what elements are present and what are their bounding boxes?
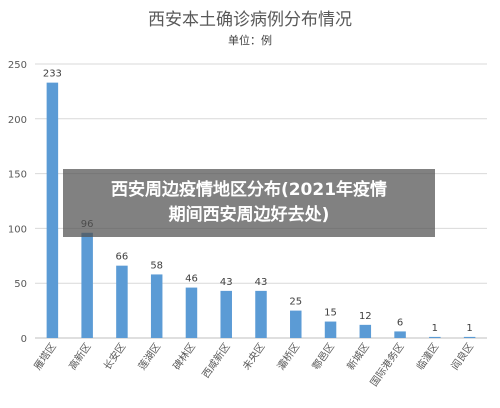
x-tick-label: 国际港务区 — [367, 340, 406, 388]
data-label: 66 — [116, 252, 129, 263]
bar — [150, 274, 163, 338]
chart-subtitle: 单位：例 — [228, 33, 272, 47]
y-tick-label: 50 — [14, 279, 27, 290]
x-tick-label: 长安区 — [101, 340, 129, 372]
data-label: 1 — [432, 323, 438, 334]
x-tick-label: 阎良区 — [448, 340, 476, 372]
watermark-banner: 西安周边疫情地区分布(2021年疫情 期间西安周边好去处) — [63, 169, 435, 237]
x-tick-label: 高新区 — [66, 340, 94, 372]
bar — [220, 290, 232, 338]
bar — [290, 310, 302, 338]
x-axis: 雁塔区 高新区 长安区 莲湖区 碑林区 西咸新区 未央区 灞桥区 鄠邑区 新城区国际港务区 临潼区阎… — [31, 340, 476, 388]
data-label: 1 — [466, 323, 472, 334]
x-tick-label: 新城区 — [344, 340, 372, 372]
data-label: 43 — [255, 277, 268, 288]
bar — [324, 321, 337, 338]
data-label: 233 — [43, 69, 62, 80]
y-tick-label: 0 — [21, 334, 27, 345]
bar — [46, 82, 59, 339]
data-label: 12 — [359, 311, 372, 322]
bar — [429, 336, 441, 338]
data-label: 43 — [220, 277, 233, 288]
x-tick-label: 鄠邑区 — [310, 341, 337, 372]
bar — [394, 331, 406, 338]
x-tick-label: 灞桥区 — [275, 341, 302, 372]
bar — [255, 290, 267, 338]
data-label: 46 — [185, 274, 198, 285]
data-label: 25 — [289, 297, 302, 308]
bars — [46, 82, 476, 339]
y-tick-label: 150 — [8, 170, 27, 181]
data-label: 6 — [397, 317, 403, 328]
x-tick-label: 西咸新区 — [199, 340, 233, 380]
x-tick-label: 未央区 — [240, 340, 268, 372]
banner-line-1: 西安周边疫情地区分布(2021年疫情 — [110, 180, 388, 200]
y-tick-label: 100 — [8, 224, 27, 235]
y-axis: 0 50 100 150 200 250 — [8, 60, 27, 345]
x-tick-label: 临潼区 — [413, 340, 441, 372]
bar — [81, 232, 93, 338]
chart-title: 西安本土确诊病例分布情况 — [148, 10, 352, 30]
y-tick-label: 250 — [8, 60, 27, 71]
x-tick-label: 莲湖区 — [136, 341, 163, 372]
data-label: 15 — [324, 308, 337, 319]
bar — [463, 336, 476, 338]
bar — [185, 287, 198, 338]
data-label: 58 — [150, 260, 163, 271]
bar — [359, 324, 372, 338]
x-tick-label: 碑林区 — [170, 340, 198, 372]
banner-line-2: 期间西安周边好去处) — [168, 205, 330, 225]
x-tick-label: 雁塔区 — [31, 340, 59, 372]
y-tick-label: 200 — [8, 115, 27, 126]
bar — [116, 265, 128, 338]
